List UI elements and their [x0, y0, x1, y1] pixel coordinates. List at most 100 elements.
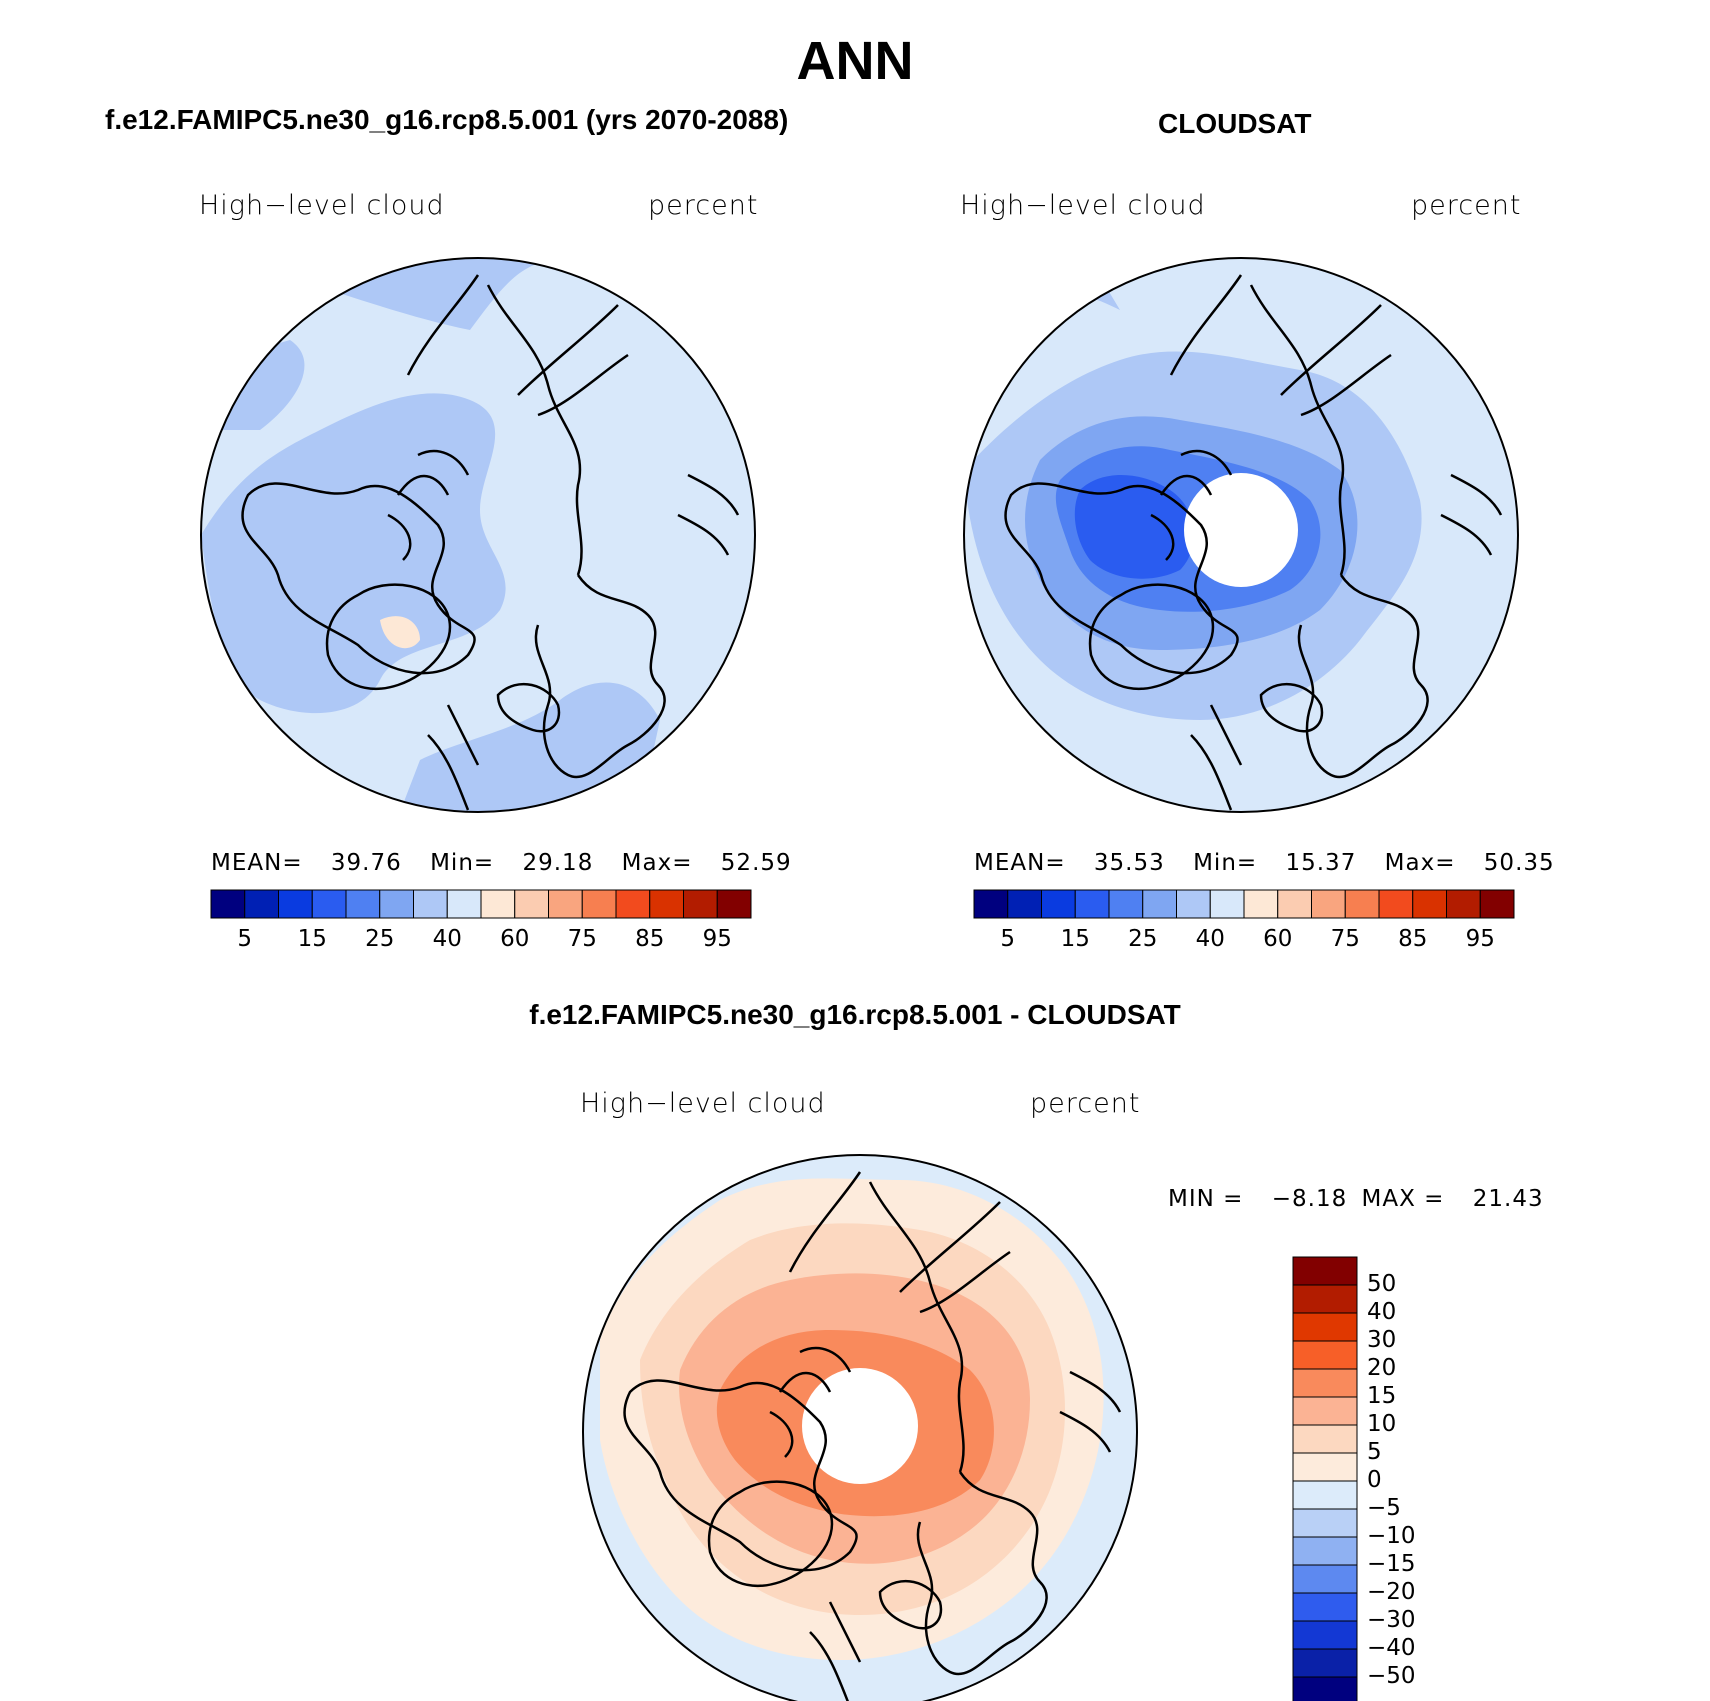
- panel-2-max-value: 50.35: [1483, 850, 1555, 876]
- panel-3-colorbar-swatch: [1292, 1648, 1358, 1678]
- panel-1-colorbar-swatch: [649, 889, 684, 919]
- panel-1-colorbar-swatch: [480, 889, 516, 919]
- panel-1-colorbar: [210, 889, 752, 919]
- panel-1-colorbar-swatch: [615, 889, 651, 919]
- panel-2-colorbar-swatch: [1446, 889, 1481, 919]
- panel-3-colorbar-tick-label: −5: [1367, 1495, 1401, 1521]
- panel-1-units-label: percent: [648, 190, 759, 221]
- panel-3-colorbar-swatch: [1292, 1676, 1358, 1701]
- panel-3-colorbar-tick-label: −50: [1367, 1663, 1416, 1689]
- panel-1-title: f.e12.FAMIPC5.ne30_g16.rcp8.5.001 (yrs 2…: [105, 104, 789, 135]
- panel-2-colorbar-swatch: [1007, 889, 1042, 919]
- panel-1-colorbar-swatch: [244, 889, 279, 919]
- panel-1-colorbar-swatch: [311, 889, 347, 919]
- panel-2-colorbar-tick-label: 75: [1330, 926, 1360, 952]
- panel-1-colorbar-tick-label: 40: [432, 926, 462, 952]
- panel-3-colorbar: [1292, 1256, 1358, 1701]
- panel-2-map-border: [963, 257, 1519, 813]
- panel-1-variable-label: High−level cloud: [199, 190, 445, 221]
- panel-1-colorbar-swatch: [581, 889, 617, 919]
- panel-1-map: [201, 258, 755, 812]
- panel-1-colorbar-tick-label: 85: [635, 926, 665, 952]
- panel-1-colorbar-swatch: [716, 889, 752, 919]
- panel-3-units-label: percent: [1030, 1088, 1141, 1119]
- panel-1-colorbar-swatch: [210, 889, 246, 919]
- panel-2-min-label: Min=: [1193, 850, 1258, 876]
- panel-2-mean-value: 35.53: [1093, 850, 1165, 876]
- panel-2-colorbar-tick-label: 60: [1263, 926, 1293, 952]
- panel-2-max-label: Max=: [1384, 850, 1456, 876]
- panel-3-colorbar-swatch: [1292, 1620, 1358, 1650]
- panel-2-mean-label: MEAN=: [974, 850, 1066, 876]
- panel-3-max-label: MAX =: [1361, 1186, 1445, 1212]
- panel-1-colorbar-tick-label: 95: [702, 926, 732, 952]
- panel-1-colorbar-swatch: [379, 889, 414, 919]
- panel-2-colorbar-tick-label: 15: [1060, 926, 1090, 952]
- panel-1-colorbar-tick-label: 5: [237, 926, 253, 952]
- panel-1-max-value: 52.59: [720, 850, 792, 876]
- panel-3-stats: MIN = −8.18 MAX = 21.43: [1168, 1186, 1544, 1212]
- panel-2-colorbar-swatch: [1344, 889, 1380, 919]
- panel-2-colorbar-tick-label: 40: [1195, 926, 1225, 952]
- panel-3-colorbar-swatch: [1292, 1592, 1358, 1622]
- panel-3-colorbar-tick-label: −20: [1367, 1579, 1416, 1605]
- panel-2-variable-label: High−level cloud: [960, 190, 1206, 221]
- panel-1-colorbar-tick-label: 60: [500, 926, 530, 952]
- panel-1-min-label: Min=: [430, 850, 495, 876]
- panel-3-colorbar-swatch: [1292, 1536, 1358, 1566]
- panel-3-colorbar-swatch: [1292, 1312, 1358, 1342]
- panel-3-colorbar-tick-label: 0: [1367, 1467, 1382, 1493]
- panel-3-colorbar-swatch: [1292, 1396, 1358, 1426]
- panel-1-mean-value: 39.76: [330, 850, 402, 876]
- panel-1-max-label: Max=: [621, 850, 693, 876]
- panel-3-colorbar-tick-label: 10: [1367, 1411, 1397, 1437]
- panel-3-max-value: 21.43: [1472, 1186, 1544, 1212]
- panel-1-stats: MEAN= 39.76 Min= 29.18 Max= 52.59: [211, 850, 792, 876]
- panel-2-colorbar-tick-label: 95: [1465, 926, 1495, 952]
- panel-3-colorbar-swatch: [1292, 1564, 1358, 1594]
- panel-1-colorbar-swatch: [278, 889, 313, 919]
- panel-1-colorbar-tick-label: 25: [365, 926, 395, 952]
- panel-3-colorbar-tick-label: 5: [1367, 1439, 1382, 1465]
- panel-3-colorbar-tick-label: 40: [1367, 1299, 1397, 1325]
- panel-1-mean-label: MEAN=: [211, 850, 303, 876]
- panel-2-colorbar-swatch: [1277, 889, 1312, 919]
- panel-2-colorbar-tick-label: 85: [1398, 926, 1428, 952]
- panel-3-colorbar-tick-label: −40: [1367, 1635, 1416, 1661]
- panel-1-colorbar-tick-label: 15: [297, 926, 327, 952]
- panel-2-colorbar-swatch: [1074, 889, 1110, 919]
- panel-2-stats: MEAN= 35.53 Min= 15.37 Max= 50.35: [974, 850, 1555, 876]
- panel-3-colorbar-tick-label: 15: [1367, 1383, 1397, 1409]
- panel-3-colorbar-swatch: [1292, 1368, 1358, 1398]
- panel-1-map-border: [200, 257, 756, 813]
- panel-1-colorbar-tick-label: 75: [567, 926, 597, 952]
- panel-3-colorbar-swatch: [1292, 1340, 1358, 1370]
- panel-3-colorbar-tick-label: −30: [1367, 1607, 1416, 1633]
- panel-2-min-value: 15.37: [1285, 850, 1357, 876]
- panel-3-min-value: −8.18: [1271, 1186, 1348, 1212]
- panel-2-colorbar-swatch: [1243, 889, 1279, 919]
- panel-1-colorbar-swatch: [548, 889, 583, 919]
- panel-2-map: [964, 258, 1518, 812]
- panel-2-colorbar-swatch: [973, 889, 1009, 919]
- panel-2-colorbar-tick-label: 25: [1128, 926, 1158, 952]
- panel-1-colorbar-swatch: [345, 889, 381, 919]
- panel-3-colorbar-swatch: [1292, 1284, 1358, 1314]
- panel-3-colorbar-swatch: [1292, 1452, 1358, 1482]
- panel-1-colorbar-swatch: [683, 889, 718, 919]
- panel-1-colorbar-swatch: [514, 889, 549, 919]
- panel-2-colorbar-swatch: [1142, 889, 1177, 919]
- panel-2-colorbar-tick-label: 5: [1000, 926, 1016, 952]
- panel-1-colorbar-swatch: [413, 889, 448, 919]
- panel-3-colorbar-swatch: [1292, 1424, 1358, 1454]
- panel-2-colorbar-swatch: [1209, 889, 1245, 919]
- panel-3-colorbar-swatch: [1292, 1480, 1358, 1510]
- panel-2-colorbar-swatch: [1176, 889, 1211, 919]
- panel-2-units-label: percent: [1411, 190, 1522, 221]
- panel-2-colorbar-swatch: [1311, 889, 1346, 919]
- panel-2-colorbar-swatch: [1479, 889, 1515, 919]
- panel-1-min-value: 29.18: [522, 850, 594, 876]
- panel-1-colorbar-swatch: [446, 889, 482, 919]
- panel-2-colorbar-swatch: [1378, 889, 1414, 919]
- panel-3-colorbar-swatch: [1292, 1508, 1358, 1538]
